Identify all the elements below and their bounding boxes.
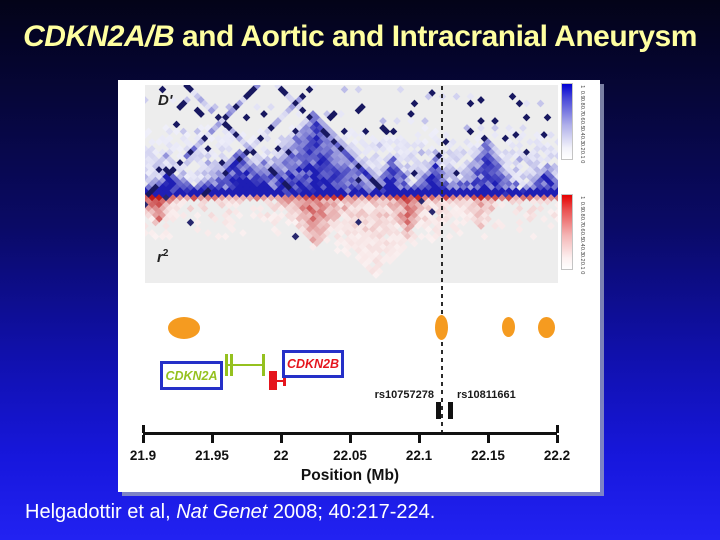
dprime-color-bar xyxy=(561,83,573,160)
axis-tick-label: 22.1 xyxy=(405,448,433,463)
slide-title: CDKN2A/B and Aortic and Intracranial Ane… xyxy=(0,20,720,54)
axis-end-cap xyxy=(555,425,559,433)
axis-tick xyxy=(555,435,559,443)
r2-color-scale: 1 0.9 0.8 0.7 0.6 0.5 0.4 0.3 0.2 0.1 0 xyxy=(561,194,587,277)
highlight-ellipse xyxy=(502,317,515,337)
snp-marker xyxy=(448,402,453,419)
ld-plot-area: D' r2 xyxy=(145,85,558,283)
axis-tick-label: 22.15 xyxy=(471,448,505,463)
dprime-scale-ticks: 1 0.9 0.8 0.7 0.6 0.5 0.4 0.3 0.2 0.1 0 xyxy=(575,83,587,166)
axis-end-cap xyxy=(141,425,145,433)
x-axis-line xyxy=(143,432,557,435)
r2-scale-ticks: 1 0.9 0.8 0.7 0.6 0.5 0.4 0.3 0.2 0.1 0 xyxy=(575,194,587,277)
highlight-ellipse xyxy=(435,315,448,340)
dprime-label: D' xyxy=(158,92,173,109)
gene-label-cdkn2b: CDKN2B xyxy=(282,350,344,378)
dashed-position-line xyxy=(441,86,443,433)
citation: Helgadottir et al, Nat Genet 2008; 40:21… xyxy=(25,499,435,525)
r2-color-bar xyxy=(561,194,573,270)
axis-tick xyxy=(279,435,283,443)
cdkn2a-gene-line xyxy=(225,364,265,366)
axis-tick xyxy=(417,435,421,443)
citation-details: 2008; 40:217-224. xyxy=(267,501,436,523)
figure-panel: D' r2 1 0.9 0.8 0.7 0.6 0.5 0.4 0.3 0.2 0.1 0 1 0.9… xyxy=(118,80,600,492)
cdkn2b-gene-line xyxy=(277,380,286,382)
cdkn2b-exon-mark xyxy=(283,375,286,386)
axis-tick xyxy=(141,435,145,443)
legend-tick-label: 0 xyxy=(578,271,585,275)
citation-authors: Helgadottir et al, xyxy=(25,501,177,523)
axis-tick xyxy=(210,435,214,443)
ld-heatmap xyxy=(145,85,558,279)
dprime-color-scale: 1 0.9 0.8 0.7 0.6 0.5 0.4 0.3 0.2 0.1 0 xyxy=(561,83,587,166)
axis-tick-label: 22.2 xyxy=(543,448,571,463)
cdkn2b-exon-block xyxy=(269,371,277,390)
citation-journal: Nat Genet xyxy=(176,501,268,523)
snp-label-rs10811661: rs10811661 xyxy=(457,389,516,401)
highlight-ellipse xyxy=(538,317,555,338)
title-gene-name: CDKN2A/B xyxy=(23,20,175,53)
gene-label-cdkn2a: CDKN2A xyxy=(160,361,223,390)
r2-label: r2 xyxy=(157,248,169,266)
snp-marker xyxy=(436,402,441,419)
axis-tick-label: 21.9 xyxy=(129,448,157,463)
snp-label-rs10757278: rs10757278 xyxy=(374,389,434,401)
axis-tick xyxy=(348,435,352,443)
legend-tick-label: 0 xyxy=(578,160,585,164)
axis-tick xyxy=(486,435,490,443)
x-axis-title: Position (Mb) xyxy=(300,467,400,484)
highlight-ellipse xyxy=(168,317,200,339)
axis-tick-label: 21.95 xyxy=(195,448,229,463)
axis-tick-label: 22 xyxy=(273,448,289,463)
axis-tick-label: 22.05 xyxy=(333,448,367,463)
title-rest: and Aortic and Intracranial Aneurysm xyxy=(174,20,697,53)
